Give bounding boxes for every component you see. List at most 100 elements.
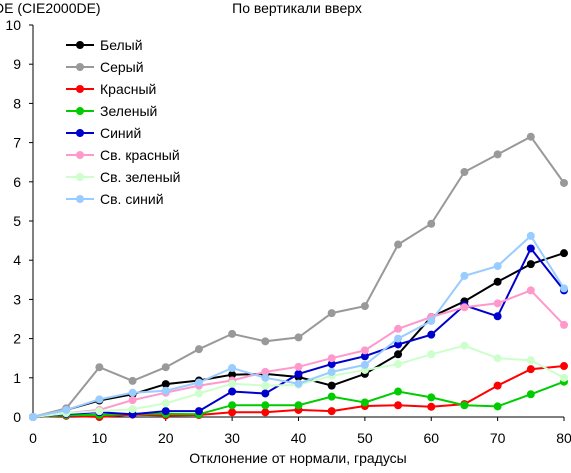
data-point	[62, 405, 71, 414]
series-8	[29, 231, 568, 421]
legend-item: Св. зеленый	[66, 169, 180, 185]
legend-label: Синий	[100, 125, 141, 141]
legend-label: Св. красный	[100, 147, 180, 163]
data-point	[394, 387, 403, 396]
data-point	[228, 379, 237, 388]
data-point	[128, 376, 137, 385]
x-tick-label: 20	[158, 430, 174, 446]
data-point	[327, 392, 336, 401]
data-point	[327, 309, 336, 318]
data-point	[228, 364, 237, 372]
data-point	[493, 262, 502, 271]
data-point	[394, 240, 403, 249]
legend-label: Красный	[100, 81, 156, 97]
data-point	[427, 330, 436, 339]
data-point	[194, 407, 203, 416]
data-point	[526, 390, 535, 399]
data-point	[460, 271, 469, 280]
data-point	[327, 407, 336, 416]
data-point	[261, 337, 270, 346]
series-line	[32, 234, 565, 418]
data-point	[394, 334, 403, 343]
data-point	[493, 402, 502, 411]
data-point	[360, 346, 369, 355]
data-point	[560, 362, 568, 371]
x-tick-label: 0	[29, 430, 37, 446]
data-point	[128, 388, 137, 397]
data-point	[360, 360, 369, 369]
data-point	[261, 367, 270, 376]
data-point	[394, 340, 403, 349]
series-line	[32, 246, 565, 418]
y-tick-label: 9	[13, 56, 21, 72]
legend-item: Белый	[66, 37, 143, 53]
data-point	[327, 381, 336, 390]
data-point	[394, 350, 403, 359]
data-point	[228, 408, 237, 417]
legend-label: Серый	[100, 59, 144, 75]
y-axis-title: DE (CIE2000DE)	[0, 0, 101, 16]
legend-label: Св. зеленый	[100, 169, 180, 185]
data-point	[526, 356, 535, 365]
data-point	[161, 399, 170, 408]
data-point	[29, 413, 37, 421]
data-point	[294, 369, 303, 378]
data-point	[360, 302, 369, 311]
legend-item: Серый	[66, 59, 144, 75]
data-point	[560, 284, 568, 293]
data-point	[161, 386, 170, 395]
data-point	[394, 360, 403, 369]
data-point	[493, 381, 502, 390]
data-point	[95, 363, 104, 372]
data-point	[261, 408, 270, 417]
x-tick-label: 60	[423, 430, 439, 446]
legend-swatch-marker	[76, 151, 84, 159]
data-point	[493, 299, 502, 308]
data-point	[360, 352, 369, 361]
data-point	[294, 362, 303, 371]
data-point	[228, 401, 237, 410]
y-tick-label: 4	[13, 252, 21, 268]
x-tick-label: 10	[92, 430, 108, 446]
data-point	[560, 373, 568, 382]
legend-swatch-marker	[76, 85, 84, 93]
legend-swatch-marker	[76, 63, 84, 71]
data-point	[526, 286, 535, 295]
data-point	[427, 316, 436, 325]
legend-item: Св. синий	[66, 191, 164, 207]
data-point	[526, 365, 535, 374]
legend-item: Зеленый	[66, 103, 157, 119]
data-point	[394, 324, 403, 333]
data-point	[228, 329, 237, 338]
legend: Белый Серый Красный Зеленый Синий Св. красный…	[66, 37, 180, 207]
data-point	[294, 401, 303, 410]
y-tick-label: 8	[13, 95, 21, 111]
x-tick-label: 50	[357, 430, 373, 446]
x-tick-label: 70	[490, 430, 506, 446]
data-point	[327, 360, 336, 369]
data-point	[327, 367, 336, 376]
data-point	[526, 231, 535, 240]
data-point	[493, 354, 502, 363]
data-point	[360, 398, 369, 407]
y-tick-label: 5	[13, 213, 21, 229]
y-tick-label: 1	[13, 370, 21, 386]
data-point	[460, 401, 469, 410]
legend-item: Синий	[66, 125, 141, 141]
y-tick-label: 7	[13, 135, 21, 151]
data-point	[161, 363, 170, 372]
data-point	[526, 244, 535, 253]
data-point	[294, 333, 303, 342]
data-point	[194, 345, 203, 354]
data-point	[194, 378, 203, 387]
axes-layer: 0 1 2 3 4 5 6 7 8 9 10 0 10 20 30 40 50 60 70 80	[5, 17, 571, 446]
data-point	[327, 354, 336, 363]
y-tick-label: 10	[5, 17, 21, 33]
y-tick-label: 0	[13, 409, 21, 425]
data-point	[460, 303, 469, 312]
data-point	[560, 320, 568, 329]
data-point	[394, 401, 403, 410]
legend-label: Белый	[100, 37, 143, 53]
data-point	[427, 219, 436, 228]
